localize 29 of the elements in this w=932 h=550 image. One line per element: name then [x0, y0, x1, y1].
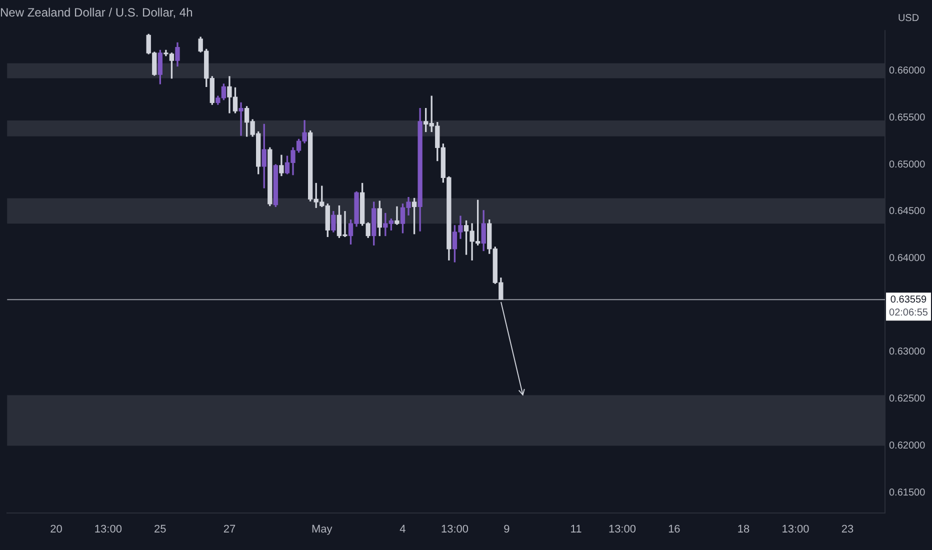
- y-tick-label: 0.64000: [889, 252, 926, 264]
- x-tick-label: 20: [50, 523, 62, 536]
- x-tick-label: 13:00: [782, 523, 810, 536]
- y-tick-label: 0.65000: [889, 159, 926, 170]
- x-tick-label: 9: [504, 523, 510, 536]
- y-axis-title: USD: [898, 13, 920, 24]
- x-tick-label: 13:00: [440, 523, 468, 536]
- y-tick-label: 0.63000: [889, 346, 926, 358]
- x-tick-label: 13:00: [608, 523, 636, 536]
- x-tick-label: 18: [737, 523, 750, 536]
- y-tick-label: 0.64500: [889, 206, 926, 218]
- x-tick-label: 13:00: [94, 523, 122, 536]
- y-tick-label: 0.65500: [889, 112, 926, 124]
- candlestick: [394, 206, 400, 225]
- x-tick-label: May: [311, 523, 333, 536]
- x-tick-label: 27: [223, 523, 236, 536]
- chart-title: New Zealand Dollar / U.S. Dollar, 4h: [0, 6, 193, 20]
- y-tick-label: 0.62500: [889, 394, 926, 405]
- y-tick-label: 0.62000: [889, 440, 926, 452]
- text: 02:06:55: [889, 307, 928, 318]
- ref-line-label: 0.63559: [890, 294, 928, 306]
- candlestick: [238, 102, 244, 136]
- x-tick-label: 16: [668, 523, 680, 536]
- x-tick-label: 25: [154, 523, 166, 536]
- y-tick-label: 0.66000: [889, 66, 926, 77]
- x-tick-label: 4: [400, 523, 406, 536]
- x-tick-label: 23: [841, 523, 854, 536]
- x-tick-label: 11: [570, 523, 582, 536]
- y-tick-label: 0.61500: [889, 487, 926, 498]
